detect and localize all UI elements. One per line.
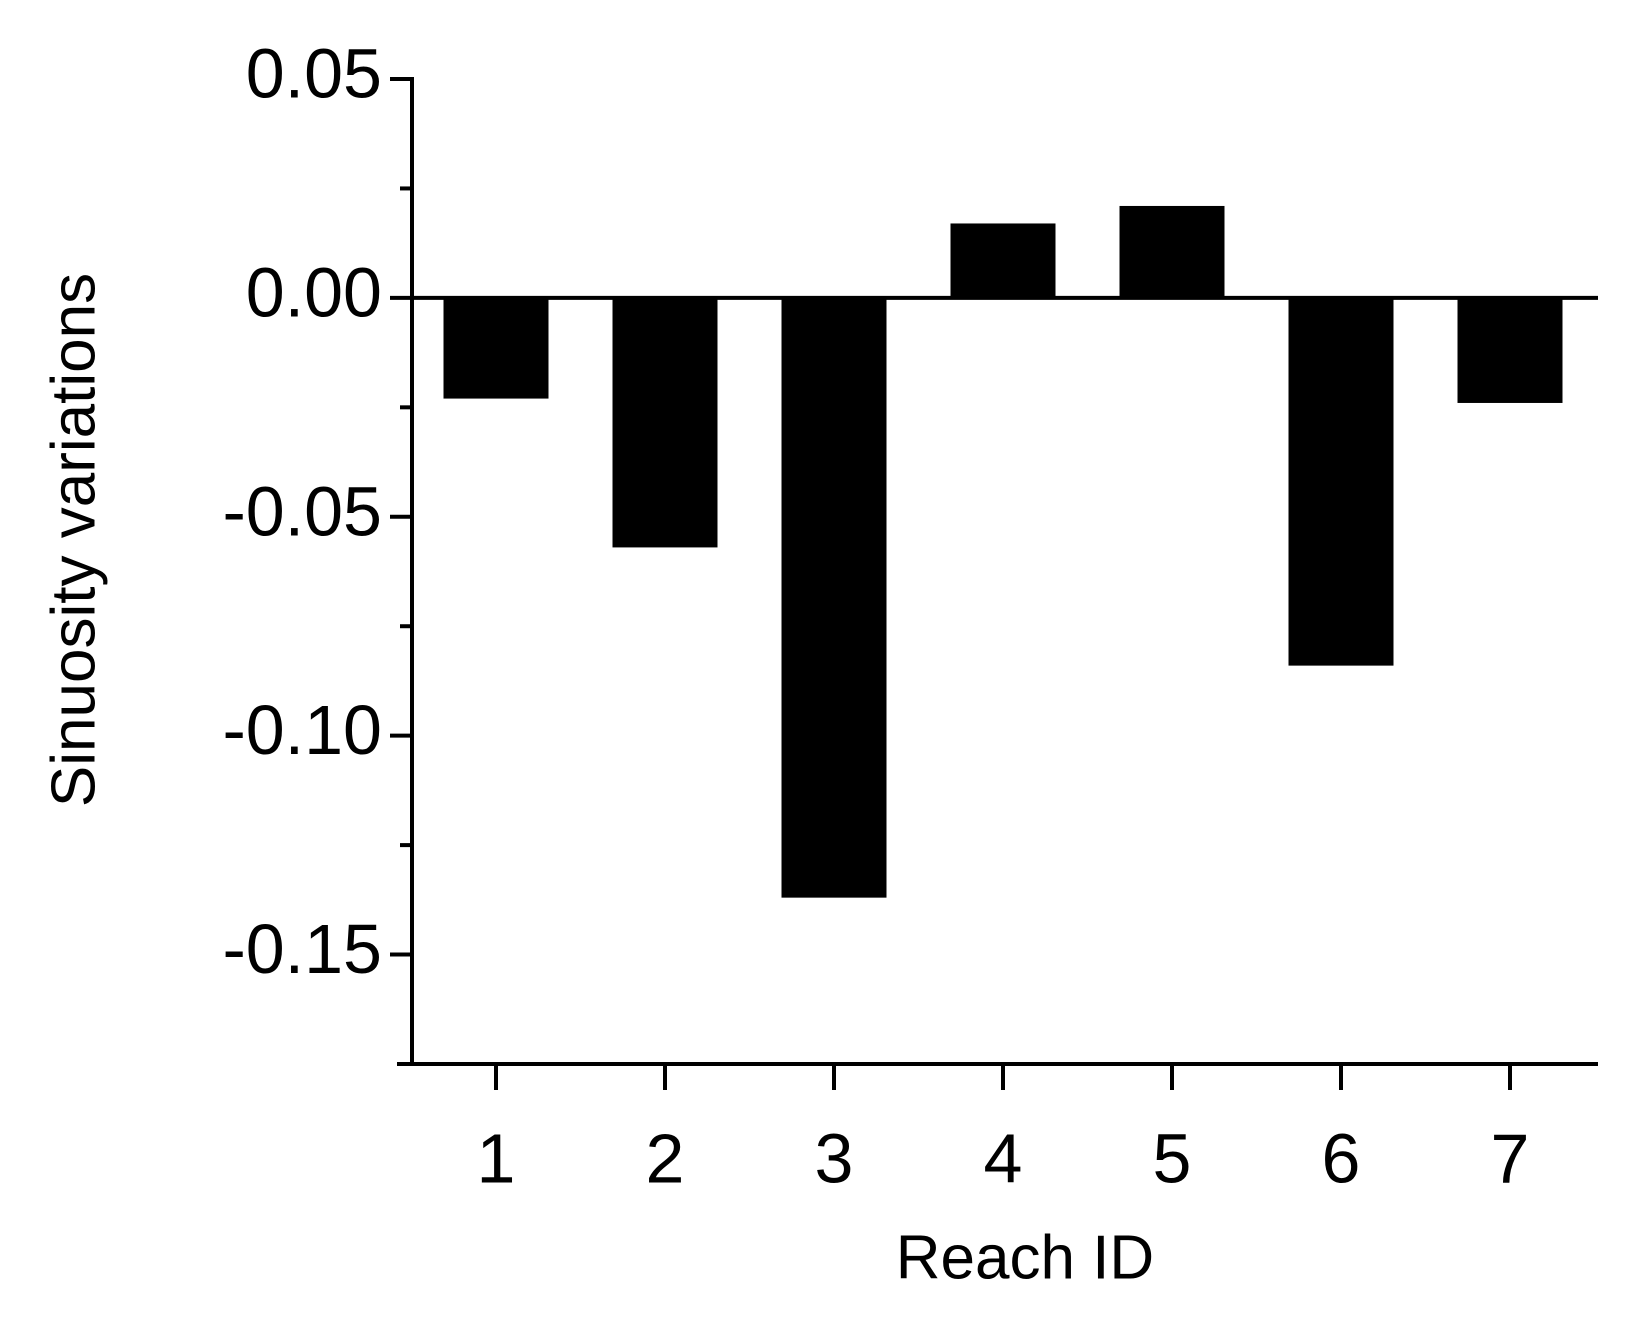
bar <box>612 297 718 548</box>
x-tick-label: 3 <box>815 1119 854 1197</box>
y-tick-label: -0.15 <box>222 910 382 988</box>
x-tick-label: 1 <box>477 1119 516 1197</box>
x-tick-label: 7 <box>1491 1119 1530 1197</box>
y-tick-label: -0.10 <box>222 691 382 769</box>
x-tick-label: 4 <box>984 1119 1023 1197</box>
bar <box>1457 297 1563 403</box>
y-axis-title: Sinuosity variations <box>39 273 108 807</box>
bar <box>1119 205 1225 298</box>
bar <box>950 223 1056 298</box>
x-axis-title: Reach ID <box>896 1223 1154 1292</box>
y-tick-label: 0.00 <box>246 253 382 331</box>
y-tick-label: -0.05 <box>222 472 382 550</box>
x-tick-label: 6 <box>1322 1119 1361 1197</box>
bar <box>443 297 549 399</box>
y-tick-label: 0.05 <box>246 34 382 112</box>
bar <box>1288 297 1394 666</box>
x-tick-label: 2 <box>646 1119 685 1197</box>
bar <box>781 297 887 898</box>
x-tick-label: 5 <box>1153 1119 1192 1197</box>
